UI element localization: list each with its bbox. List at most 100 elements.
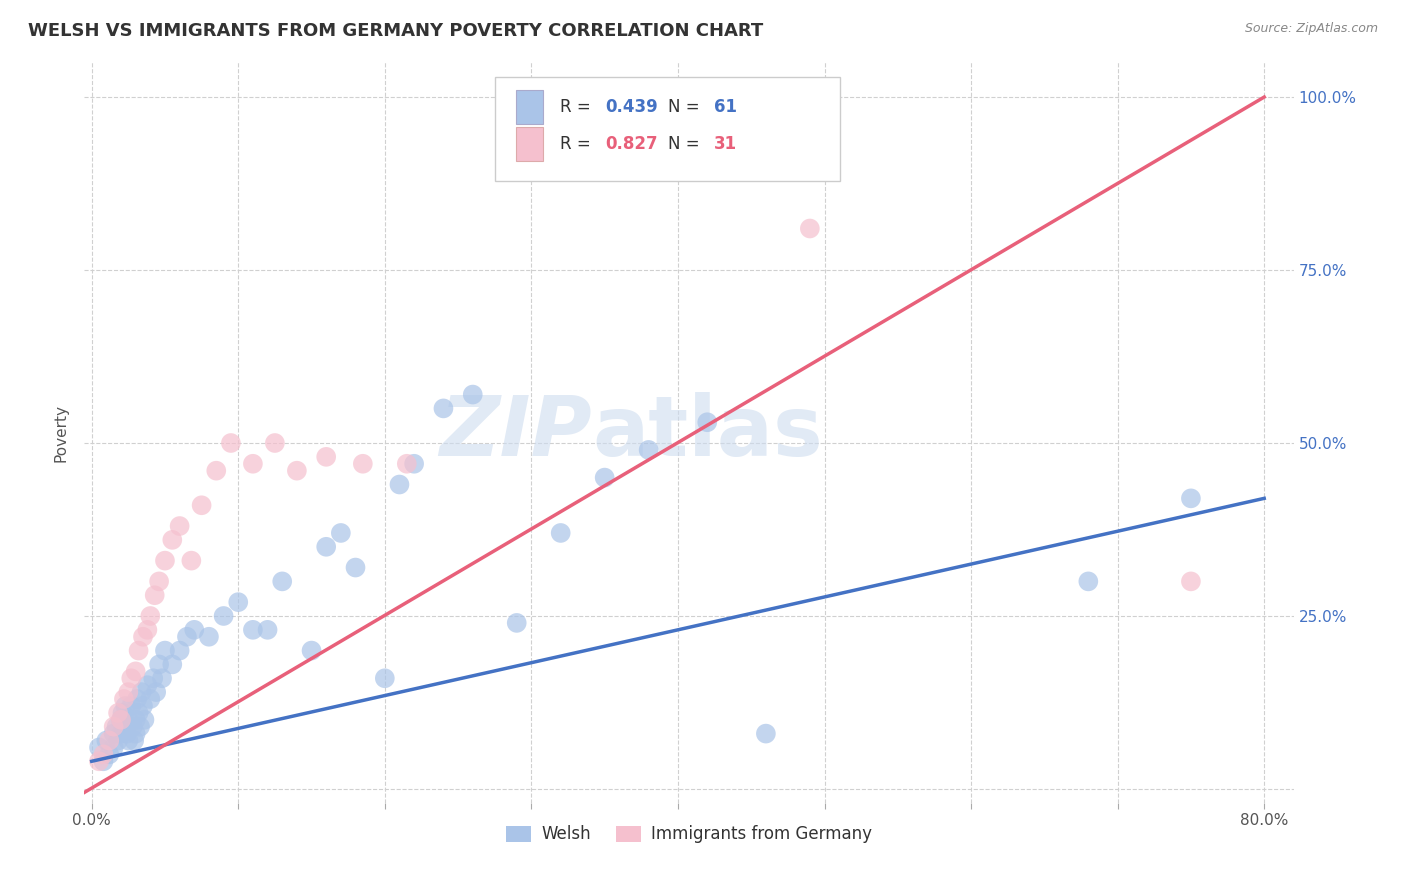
Point: [132, 698, 155, 713]
Point: [110, 713, 132, 727]
Point: [205, 464, 228, 478]
Point: [162, 533, 184, 547]
Point: [285, 464, 308, 478]
Point: [105, 720, 128, 734]
Point: [176, 630, 198, 644]
Point: [115, 726, 138, 740]
Point: [120, 671, 142, 685]
Text: N =: N =: [668, 98, 706, 116]
Point: [98, 733, 121, 747]
Point: [344, 560, 367, 574]
Point: [264, 436, 287, 450]
Point: [124, 665, 146, 679]
Point: [112, 720, 135, 734]
Point: [117, 685, 139, 699]
Point: [107, 733, 129, 747]
Point: [127, 692, 149, 706]
Text: R =: R =: [560, 135, 596, 153]
Point: [114, 698, 136, 713]
Point: [637, 442, 659, 457]
Point: [696, 415, 718, 429]
Point: [98, 747, 121, 762]
Point: [103, 726, 125, 740]
Point: [395, 457, 418, 471]
Point: [117, 713, 139, 727]
Point: [550, 525, 572, 540]
Point: [183, 623, 205, 637]
Text: 31: 31: [714, 135, 738, 153]
Point: [111, 706, 134, 720]
Point: [131, 685, 153, 699]
FancyBboxPatch shape: [495, 78, 841, 181]
Text: 0.439: 0.439: [606, 98, 658, 116]
Point: [198, 630, 221, 644]
Point: [139, 692, 162, 706]
Point: [461, 387, 484, 401]
Point: [112, 692, 135, 706]
Point: [103, 720, 125, 734]
Point: [242, 623, 264, 637]
Point: [219, 436, 242, 450]
Point: [134, 713, 156, 727]
Point: [117, 733, 139, 747]
Point: [506, 615, 529, 630]
Y-axis label: Poverty: Poverty: [53, 403, 69, 462]
Point: [162, 657, 184, 672]
Text: R =: R =: [560, 98, 596, 116]
Point: [352, 457, 374, 471]
Text: 61: 61: [714, 98, 737, 116]
Point: [139, 609, 162, 624]
Point: [87, 754, 110, 768]
Point: [145, 685, 167, 699]
Point: [124, 713, 146, 727]
Point: [93, 747, 115, 762]
Point: [256, 623, 278, 637]
Text: WELSH VS IMMIGRANTS FROM GERMANY POVERTY CORRELATION CHART: WELSH VS IMMIGRANTS FROM GERMANY POVERTY…: [28, 22, 763, 40]
Point: [404, 457, 426, 471]
Point: [120, 698, 142, 713]
Point: [148, 574, 170, 589]
Point: [93, 754, 115, 768]
Point: [388, 477, 411, 491]
Point: [87, 740, 110, 755]
Point: [132, 630, 155, 644]
FancyBboxPatch shape: [516, 128, 543, 161]
FancyBboxPatch shape: [516, 90, 543, 123]
Point: [153, 554, 176, 568]
Point: [315, 450, 337, 464]
Text: ZIP: ZIP: [440, 392, 592, 473]
Text: Source: ZipAtlas.com: Source: ZipAtlas.com: [1244, 22, 1378, 36]
Point: [242, 457, 264, 471]
Point: [374, 671, 396, 685]
Point: [1180, 574, 1202, 589]
Text: N =: N =: [668, 135, 706, 153]
Legend: Welsh, Immigrants from Germany: Welsh, Immigrants from Germany: [499, 819, 879, 850]
Point: [103, 740, 125, 755]
Point: [150, 671, 173, 685]
Point: [315, 540, 337, 554]
Point: [271, 574, 294, 589]
Point: [142, 671, 165, 685]
Point: [169, 519, 191, 533]
Point: [329, 525, 352, 540]
Point: [432, 401, 454, 416]
Point: [110, 726, 132, 740]
Point: [180, 554, 202, 568]
Point: [169, 643, 191, 657]
Point: [799, 221, 821, 235]
Point: [129, 720, 152, 734]
Point: [755, 726, 778, 740]
Point: [153, 643, 176, 657]
Point: [190, 498, 212, 512]
Point: [110, 713, 132, 727]
Point: [128, 643, 150, 657]
Point: [107, 706, 129, 720]
Point: [226, 595, 249, 609]
Point: [593, 470, 616, 484]
Point: [212, 609, 235, 624]
Point: [1077, 574, 1099, 589]
Point: [136, 678, 159, 692]
Point: [124, 726, 146, 740]
Point: [122, 733, 145, 747]
Point: [148, 657, 170, 672]
